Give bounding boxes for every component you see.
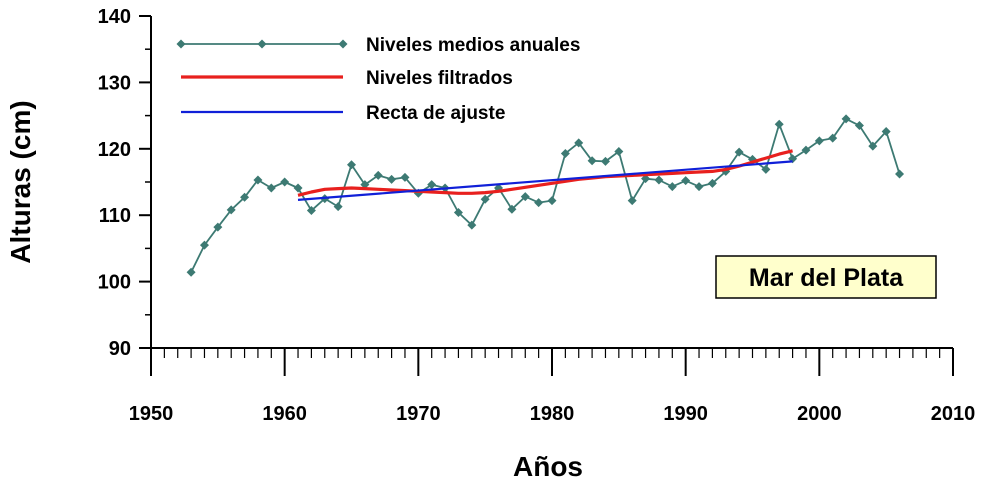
data-point <box>854 121 864 131</box>
series-2 <box>297 149 793 197</box>
series-3 <box>297 160 793 201</box>
data-point <box>347 160 356 170</box>
data-point <box>881 127 891 137</box>
data-point <box>774 119 784 129</box>
x-tick-label: 2010 <box>931 403 976 425</box>
data-point <box>895 169 905 179</box>
data-point <box>814 136 824 146</box>
legend-entry-3: Recta de ajuste <box>181 103 505 124</box>
data-point <box>387 174 397 184</box>
legend-label: Niveles filtrados <box>366 68 513 89</box>
data-point <box>373 170 383 180</box>
legend-marker <box>338 39 348 49</box>
data-point <box>240 192 250 202</box>
x-tick-label: 1990 <box>663 403 708 425</box>
data-point <box>627 196 637 206</box>
data-point <box>507 204 517 214</box>
series-line <box>297 160 793 201</box>
data-point <box>667 182 677 192</box>
data-point <box>427 180 437 190</box>
y-axis-title: Alturas (cm) <box>5 100 36 263</box>
data-point <box>694 182 704 192</box>
y-tick-label: 100 <box>98 272 131 294</box>
data-point <box>253 175 263 185</box>
data-point <box>574 138 584 148</box>
x-tick-label: 1980 <box>530 403 575 425</box>
legend-marker <box>257 39 267 49</box>
data-point <box>761 164 771 174</box>
y-tick-label: 130 <box>98 72 131 94</box>
ticks: 90 100 110 120 130 140 1950 1960 1970 1980 1990 200… <box>98 6 976 425</box>
x-tick-label: 1950 <box>129 403 174 425</box>
data-point <box>707 178 717 188</box>
series-line <box>190 118 901 273</box>
data-point <box>841 114 851 124</box>
data-point <box>480 194 490 204</box>
data-point <box>534 198 544 208</box>
y-tick-label: 110 <box>99 205 131 227</box>
series-1 <box>186 114 905 277</box>
data-point <box>213 222 223 232</box>
series-layer <box>186 114 905 277</box>
data-point <box>199 240 209 250</box>
legend: Niveles medios anuales Niveles filtrados R… <box>176 35 580 124</box>
x-tick-label: 1970 <box>396 403 441 425</box>
data-point <box>587 156 597 166</box>
legend-label: Niveles medios anuales <box>366 35 580 56</box>
y-tick-label: 90 <box>109 338 131 360</box>
data-point <box>186 267 196 277</box>
data-point <box>614 146 624 156</box>
data-point <box>280 177 290 187</box>
data-point <box>293 183 303 193</box>
data-point <box>547 196 557 206</box>
x-tick-label: 2000 <box>797 403 842 425</box>
y-tick-label: 140 <box>98 6 131 28</box>
data-point <box>306 206 316 216</box>
legend-entry-2: Niveles filtrados <box>181 68 513 89</box>
y-tick-label: 120 <box>98 139 131 161</box>
legend-marker <box>176 39 186 49</box>
data-point <box>520 192 530 202</box>
legend-entry-1: Niveles medios anuales <box>176 35 580 56</box>
data-point <box>681 176 691 186</box>
x-axis-title: Años <box>513 451 583 482</box>
annotation-label: Mar del Plata <box>749 264 904 292</box>
data-point <box>600 156 610 166</box>
data-point <box>560 148 570 158</box>
data-point <box>266 183 276 193</box>
data-point <box>226 205 236 215</box>
data-point <box>641 174 651 184</box>
data-point <box>654 175 664 185</box>
data-point <box>801 145 811 155</box>
x-tick-label: 1960 <box>262 403 307 425</box>
data-point <box>453 208 463 218</box>
data-point <box>734 147 744 157</box>
data-point <box>333 202 343 212</box>
data-point <box>828 133 838 143</box>
data-point <box>467 220 477 230</box>
data-point <box>868 141 878 151</box>
annotation-box: Mar del Plata <box>715 255 937 299</box>
series-line <box>297 149 793 197</box>
legend-label: Recta de ajuste <box>366 103 505 124</box>
data-point <box>400 172 410 182</box>
